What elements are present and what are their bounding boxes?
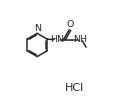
Text: NH: NH <box>74 35 88 44</box>
Text: HN: HN <box>50 35 64 44</box>
Text: HCl: HCl <box>64 83 84 93</box>
Text: O: O <box>66 20 74 29</box>
Text: N: N <box>34 24 41 33</box>
